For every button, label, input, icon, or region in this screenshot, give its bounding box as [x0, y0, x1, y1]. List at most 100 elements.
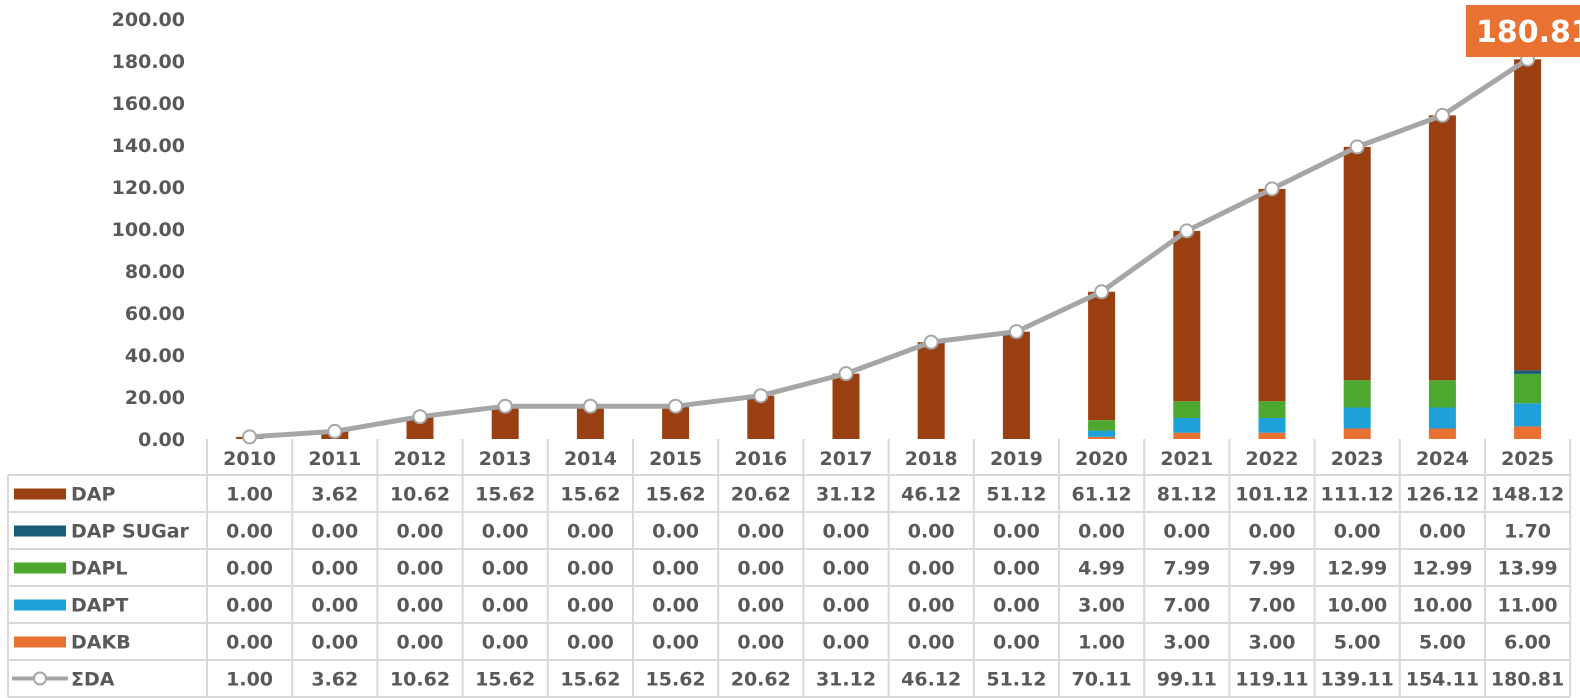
table-cell: 0.00 — [823, 521, 870, 543]
table-cell: 4.99 — [1078, 558, 1125, 580]
bar-segment — [1258, 401, 1286, 418]
bar-segment — [1428, 407, 1456, 429]
total-line — [242, 51, 1536, 445]
table-cell: 0.00 — [737, 632, 784, 654]
x-tick-label: 2012 — [394, 448, 447, 470]
table-cell: 7.99 — [1249, 558, 1296, 580]
legend-label: ΣDA — [71, 669, 115, 691]
y-tick-label: 20.00 — [125, 387, 185, 409]
y-tick-label: 100.00 — [112, 219, 185, 241]
table-cell: 51.12 — [986, 484, 1046, 506]
table-cell: 0.00 — [993, 521, 1040, 543]
y-tick-label: 140.00 — [112, 135, 185, 157]
table-cell: 111.12 — [1321, 484, 1394, 506]
x-tick-label: 2025 — [1501, 448, 1554, 470]
y-tick-label: 180.00 — [112, 51, 185, 73]
callout-box — [1466, 5, 1580, 57]
bar-segment — [1088, 430, 1116, 437]
table-cell: 0.00 — [823, 632, 870, 654]
table-cell: 0.00 — [652, 595, 699, 617]
bar-segment — [1258, 418, 1286, 433]
table-cell: 3.00 — [1078, 595, 1125, 617]
table-cell: 12.99 — [1412, 558, 1472, 580]
x-tick-label: 2023 — [1331, 448, 1384, 470]
total-line-path — [249, 57, 1529, 440]
x-tick-label: 2019 — [990, 448, 1043, 470]
total-point — [242, 429, 258, 445]
table-cell: 101.12 — [1235, 484, 1308, 506]
table-cell: 31.12 — [816, 669, 876, 691]
table-cell: 10.62 — [390, 484, 450, 506]
table-cell: 1.00 — [1078, 632, 1125, 654]
table-cell: 0.00 — [908, 521, 955, 543]
legend-label: DAPL — [71, 558, 128, 580]
table-cell: 46.12 — [901, 669, 961, 691]
table-cell: 15.62 — [560, 484, 620, 506]
table-cell: 0.00 — [993, 595, 1040, 617]
x-tick-label: 2011 — [308, 448, 361, 470]
total-point — [1349, 139, 1365, 155]
table-cell: 5.00 — [1334, 632, 1381, 654]
total-point — [582, 398, 598, 414]
table-cell: 15.62 — [475, 484, 535, 506]
table-cell: 0.00 — [397, 558, 444, 580]
table-cell: 0.00 — [908, 558, 955, 580]
table-cell: 7.00 — [1163, 595, 1210, 617]
bar-segment — [1088, 291, 1116, 421]
table-cell: 1.00 — [226, 484, 273, 506]
table-cell: 20.62 — [731, 484, 791, 506]
legend-swatch — [14, 599, 66, 611]
x-tick-label: 2017 — [820, 448, 873, 470]
table-cell: 15.62 — [475, 669, 535, 691]
table-cell: 0.00 — [652, 632, 699, 654]
table-cell: 0.00 — [482, 632, 529, 654]
y-tick-label: 200.00 — [112, 9, 185, 31]
table-cell: 0.00 — [567, 558, 614, 580]
total-point — [923, 334, 939, 350]
bar-segment — [1428, 428, 1456, 439]
table-cell: 0.00 — [482, 595, 529, 617]
table-cell: 0.00 — [397, 521, 444, 543]
table-cell: 5.00 — [1419, 632, 1466, 654]
table-cell: 46.12 — [901, 484, 961, 506]
total-point — [1264, 181, 1280, 197]
table-cell: 1.70 — [1504, 521, 1551, 543]
table-cell: 0.00 — [737, 558, 784, 580]
bar-segment — [1428, 380, 1456, 408]
bar-segment — [1514, 426, 1542, 439]
bar-segment — [1343, 146, 1371, 381]
legend-label: DAP — [71, 484, 115, 506]
legend-label: DAPT — [71, 595, 128, 617]
total-point — [497, 398, 513, 414]
table-cell: 0.00 — [737, 521, 784, 543]
y-tick-label: 160.00 — [112, 93, 185, 115]
table-cell: 31.12 — [816, 484, 876, 506]
total-point — [1434, 107, 1450, 123]
bar-segment — [1514, 373, 1542, 404]
table-cell: 0.00 — [311, 632, 358, 654]
table-cell: 0.00 — [567, 521, 614, 543]
table-cell: 15.62 — [646, 669, 706, 691]
table-cell: 0.00 — [652, 558, 699, 580]
x-tick-label: 2010 — [223, 448, 276, 470]
bar-segment — [1514, 403, 1542, 427]
table-cell: 3.00 — [1163, 632, 1210, 654]
table-cell: 154.11 — [1406, 669, 1479, 691]
table-cell: 0.00 — [311, 521, 358, 543]
x-tick-label: 2021 — [1160, 448, 1213, 470]
bars — [236, 59, 1542, 439]
bar-segment — [406, 416, 434, 439]
bar-segment — [832, 373, 860, 439]
bar-segment — [1173, 401, 1201, 418]
bar-segment — [1514, 370, 1542, 374]
total-point — [412, 409, 428, 425]
x-tick-label: 2016 — [734, 448, 787, 470]
x-tick-label: 2013 — [479, 448, 532, 470]
table-cell: 0.00 — [908, 595, 955, 617]
total-point — [1008, 324, 1024, 340]
table-cell: 10.62 — [390, 669, 450, 691]
table-cell: 10.00 — [1327, 595, 1387, 617]
table-cell: 0.00 — [1249, 521, 1296, 543]
table-cell: 99.11 — [1157, 669, 1217, 691]
